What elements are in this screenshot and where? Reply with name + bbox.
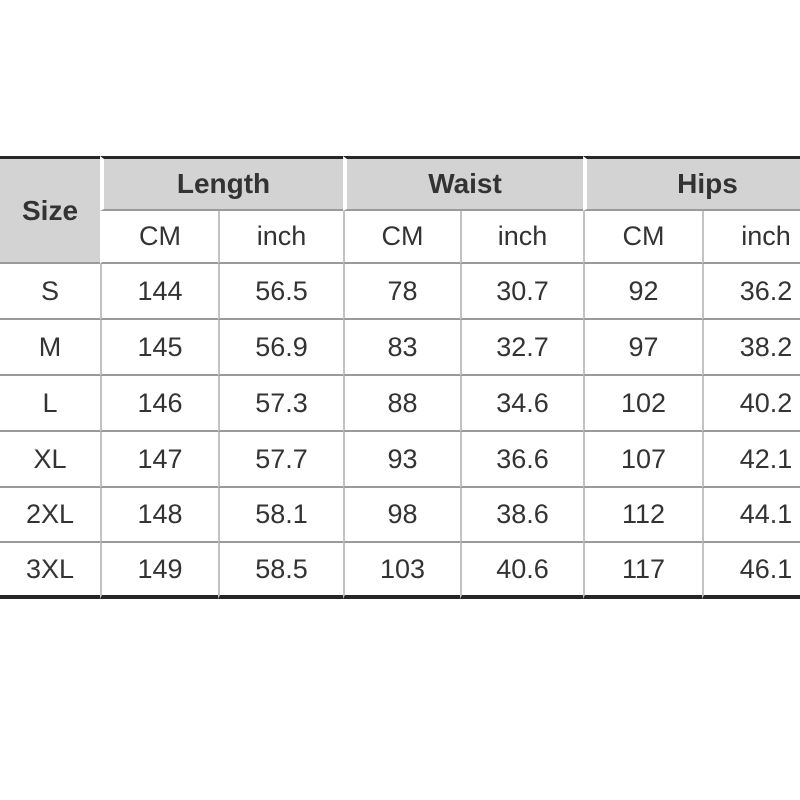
waist-cm-value: 93 bbox=[343, 432, 460, 488]
length-inch-value: 57.3 bbox=[218, 376, 343, 432]
length-inch-value: 56.9 bbox=[218, 320, 343, 376]
table-row-l: L 146 57.3 88 34.6 102 40.2 bbox=[0, 376, 800, 432]
hips-inch-value: 44.1 bbox=[702, 488, 800, 543]
table-row-3xl: 3XL 149 58.5 103 40.6 117 46.1 bbox=[0, 543, 800, 599]
hips-cm-value: 97 bbox=[583, 320, 703, 376]
hips-cm-value: 107 bbox=[583, 432, 703, 488]
waist-inch-value: 38.6 bbox=[460, 488, 584, 543]
waist-cm-value: 103 bbox=[343, 543, 460, 599]
length-cm-value: 149 bbox=[100, 543, 218, 599]
unit-header-waist-inch: inch bbox=[460, 211, 584, 264]
waist-inch-value: 34.6 bbox=[460, 376, 584, 432]
unit-header-waist-cm: CM bbox=[343, 211, 460, 264]
hips-inch-value: 46.1 bbox=[702, 543, 800, 599]
waist-inch-value: 30.7 bbox=[460, 264, 584, 320]
waist-inch-value: 40.6 bbox=[460, 543, 584, 599]
size-label: S bbox=[0, 264, 100, 320]
hips-cm-value: 112 bbox=[583, 488, 703, 543]
group-header-length: Length bbox=[100, 156, 343, 211]
waist-inch-value: 36.6 bbox=[460, 432, 584, 488]
size-label: XL bbox=[0, 432, 100, 488]
length-cm-value: 145 bbox=[100, 320, 218, 376]
hips-inch-value: 40.2 bbox=[702, 376, 800, 432]
size-label: 3XL bbox=[0, 543, 100, 599]
length-cm-value: 148 bbox=[100, 488, 218, 543]
length-cm-value: 144 bbox=[100, 264, 218, 320]
waist-inch-value: 32.7 bbox=[460, 320, 584, 376]
size-label: M bbox=[0, 320, 100, 376]
hips-cm-value: 117 bbox=[583, 543, 703, 599]
unit-header-length-cm: CM bbox=[100, 211, 218, 264]
group-header-row: Size Length Waist Hips bbox=[0, 156, 800, 264]
group-header-hips: Hips bbox=[583, 156, 800, 211]
length-inch-value: 58.1 bbox=[218, 488, 343, 543]
waist-cm-value: 88 bbox=[343, 376, 460, 432]
table-row-xl: XL 147 57.7 93 36.6 107 42.1 bbox=[0, 432, 800, 488]
hips-inch-value: 42.1 bbox=[702, 432, 800, 488]
table-row-s: S 144 56.5 78 30.7 92 36.2 bbox=[0, 264, 800, 320]
length-cm-value: 147 bbox=[100, 432, 218, 488]
table-row-m: M 145 56.9 83 32.7 97 38.2 bbox=[0, 320, 800, 376]
length-cm-value: 146 bbox=[100, 376, 218, 432]
size-label: L bbox=[0, 376, 100, 432]
unit-header-hips-inch: inch bbox=[702, 211, 800, 264]
size-chart-table: Size Length Waist Hips CM inch CM inch C… bbox=[0, 156, 800, 599]
table-row-2xl: 2XL 148 58.1 98 38.6 112 44.1 bbox=[0, 488, 800, 543]
hips-inch-value: 36.2 bbox=[702, 264, 800, 320]
hips-cm-value: 102 bbox=[583, 376, 703, 432]
length-inch-value: 58.5 bbox=[218, 543, 343, 599]
size-label: 2XL bbox=[0, 488, 100, 543]
waist-cm-value: 78 bbox=[343, 264, 460, 320]
unit-header-length-inch: inch bbox=[218, 211, 343, 264]
length-inch-value: 57.7 bbox=[218, 432, 343, 488]
length-inch-value: 56.5 bbox=[218, 264, 343, 320]
unit-header-hips-cm: CM bbox=[583, 211, 703, 264]
unit-header-row: CM inch CM inch CM inch bbox=[0, 211, 800, 264]
size-column-header: Size bbox=[0, 156, 100, 264]
waist-cm-value: 98 bbox=[343, 488, 460, 543]
hips-cm-value: 92 bbox=[583, 264, 703, 320]
hips-inch-value: 38.2 bbox=[702, 320, 800, 376]
waist-cm-value: 83 bbox=[343, 320, 460, 376]
group-header-waist: Waist bbox=[343, 156, 584, 211]
